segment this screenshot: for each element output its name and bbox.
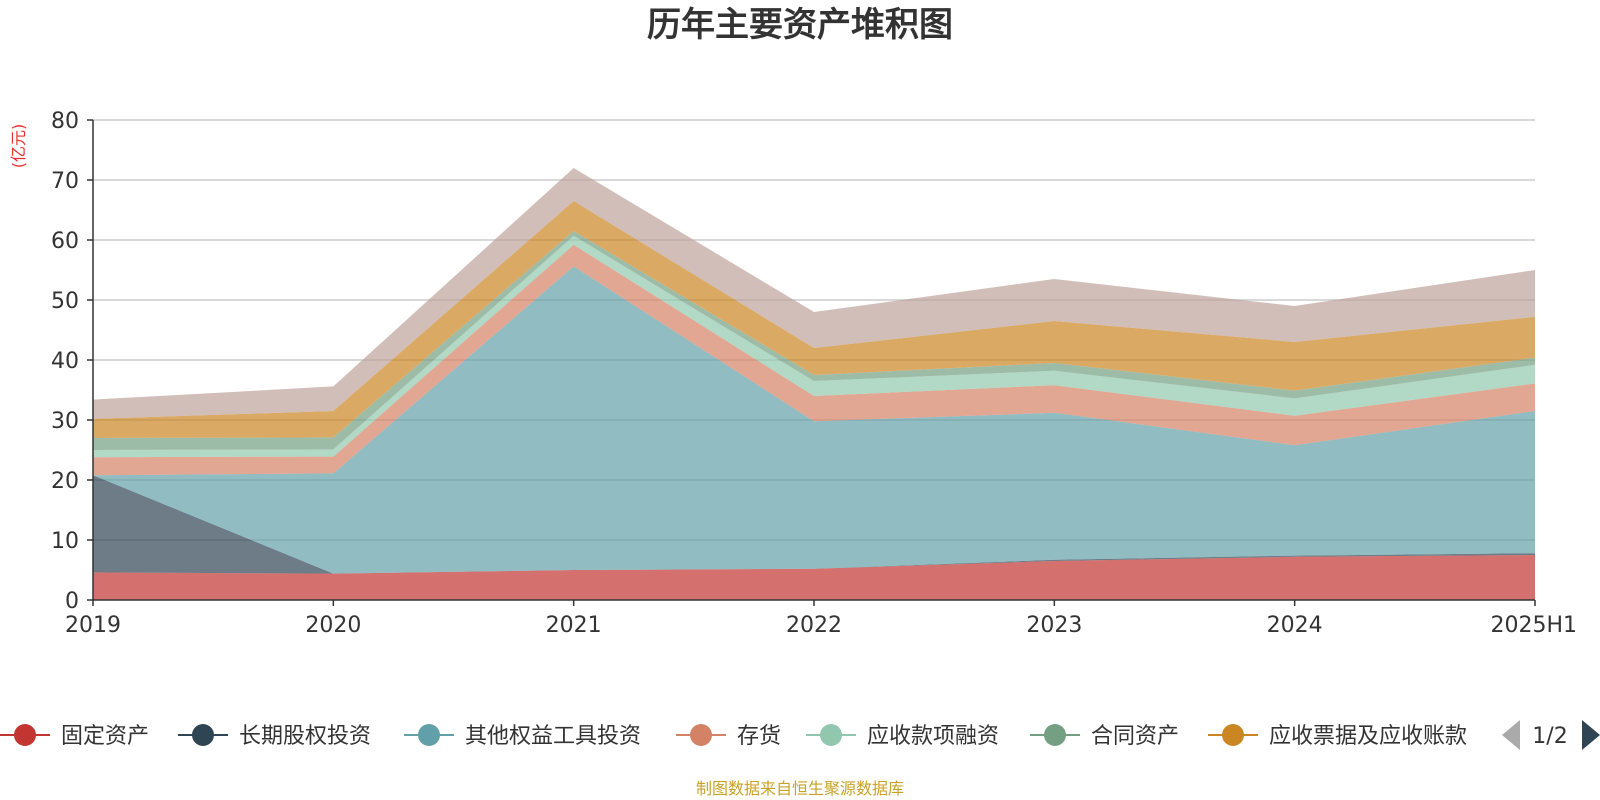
legend-marker	[418, 724, 440, 746]
y-tick-label: 0	[65, 589, 79, 614]
area-series-2	[93, 266, 1535, 574]
y-tick-label: 60	[51, 229, 79, 254]
legend: 固定资产 长期股权投资 其他权益工具投资 存货 应收款项融资 合同资产 应收票据及应收账款	[0, 724, 1467, 749]
legend-page-indicator: 1/2	[1532, 724, 1567, 749]
legend-label: 其他权益工具投资	[465, 724, 641, 749]
legend-prev-icon[interactable]	[1502, 720, 1520, 750]
legend-marker	[192, 724, 214, 746]
data-source-note: 制图数据来自恒生聚源数据库	[696, 779, 904, 798]
area-series-3	[93, 244, 1535, 476]
legend-label: 合同资产	[1091, 724, 1179, 749]
y-unit-label: (亿元)	[9, 124, 28, 169]
legend-item-6[interactable]: 应收票据及应收账款	[1208, 724, 1467, 749]
x-tick-label: 2023	[1026, 613, 1082, 638]
y-tick-label: 50	[51, 289, 79, 314]
axes: 2019 2020 2021 2022 2023 2024 2025H1	[65, 119, 1577, 638]
area-series-1	[93, 475, 1535, 574]
area-series-0	[93, 555, 1535, 600]
y-tick-label: 10	[51, 529, 79, 554]
x-tick-label: 2021	[546, 613, 602, 638]
legend-marker	[690, 724, 712, 746]
y-tick-label: 30	[51, 409, 79, 434]
legend-item-0[interactable]: 固定资产	[0, 724, 149, 749]
legend-item-1[interactable]: 长期股权投资	[178, 724, 371, 749]
x-tick-label: 2019	[65, 613, 121, 638]
x-tick-label: 2024	[1267, 613, 1323, 638]
area-series-6	[93, 201, 1535, 438]
x-tick-label: 2020	[305, 613, 361, 638]
area-series	[93, 168, 1535, 600]
legend-item-4[interactable]: 应收款项融资	[806, 724, 999, 749]
legend-next-icon[interactable]	[1582, 720, 1600, 750]
legend-item-3[interactable]: 存货	[676, 724, 781, 749]
legend-label: 固定资产	[61, 724, 149, 749]
legend-pager: 1/2	[1502, 720, 1600, 750]
legend-item-2[interactable]: 其他权益工具投资	[404, 724, 641, 749]
legend-marker	[820, 724, 842, 746]
x-tick-label: 2022	[786, 613, 842, 638]
y-tick-label: 20	[51, 469, 79, 494]
legend-label: 长期股权投资	[239, 724, 371, 749]
area-series-7	[93, 168, 1535, 419]
legend-marker	[14, 724, 36, 746]
legend-marker	[1222, 724, 1244, 746]
chart-title: 历年主要资产堆积图	[647, 5, 953, 45]
y-tick-label: 40	[51, 349, 79, 374]
y-tick-label: 70	[51, 169, 79, 194]
legend-label: 存货	[737, 724, 781, 749]
x-tick-label: 2025H1	[1490, 613, 1577, 638]
legend-item-5[interactable]: 合同资产	[1030, 724, 1179, 749]
y-tick-label: 80	[51, 109, 79, 134]
legend-label: 应收款项融资	[867, 724, 999, 749]
legend-marker	[1044, 724, 1066, 746]
legend-label: 应收票据及应收账款	[1269, 724, 1467, 749]
